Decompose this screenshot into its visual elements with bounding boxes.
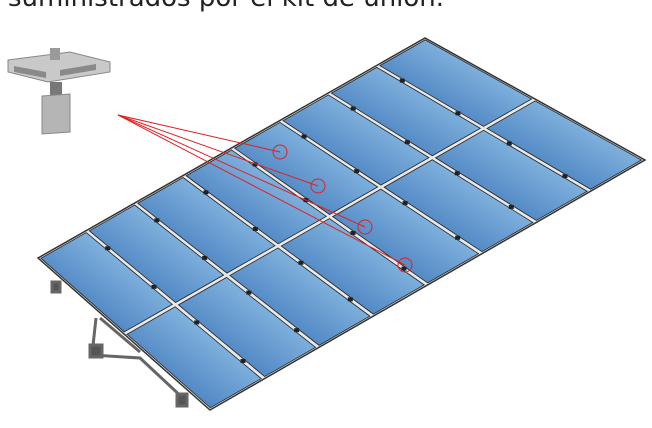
clamp: [350, 230, 356, 235]
solar-array: [36, 37, 647, 411]
clamp: [399, 78, 405, 83]
clamp: [203, 190, 209, 195]
solar-panel: [40, 232, 174, 333]
solar-panel: [88, 204, 225, 303]
callout-line: [117, 114, 406, 266]
solar-panel: [486, 100, 643, 190]
solar-panel: [137, 177, 276, 274]
callout-circle: [310, 178, 326, 194]
clamp: [347, 297, 353, 302]
clamp-slot: [14, 66, 46, 78]
clamp-base: [41, 93, 71, 135]
clamp: [202, 255, 208, 260]
callout-line: [117, 114, 281, 153]
clamp: [455, 111, 461, 116]
clamp: [246, 290, 252, 295]
foot: [88, 343, 104, 359]
clamp: [354, 169, 360, 174]
solar-panel: [282, 94, 430, 186]
clamp: [404, 140, 410, 145]
callout-circle: [397, 257, 413, 273]
clamp: [454, 171, 460, 176]
solar-panel: [126, 306, 262, 409]
clamp-stem: [50, 82, 62, 98]
callout-circle: [357, 219, 373, 235]
clamp: [508, 204, 514, 209]
clamp: [240, 358, 246, 363]
clamp: [298, 260, 304, 265]
leg-frame: [90, 317, 187, 402]
clamp-slot: [60, 64, 96, 76]
clamp-icon: [7, 48, 111, 135]
solar-panel: [434, 129, 588, 221]
solar-panel: [177, 276, 317, 378]
clamp: [401, 266, 407, 271]
clamp: [506, 141, 512, 146]
clamp: [294, 328, 300, 333]
solar-panel: [229, 247, 371, 346]
solar-panel: [233, 121, 379, 215]
solar-panel: [383, 159, 534, 253]
clamp: [194, 320, 200, 325]
solar-panel: [280, 218, 425, 315]
clamp: [455, 235, 461, 240]
clamp: [151, 284, 157, 289]
callouts: [117, 114, 413, 273]
solar-panel: [185, 149, 328, 245]
leg-brace: [99, 316, 141, 354]
clamp: [402, 201, 408, 206]
clamp: [252, 162, 258, 167]
support-legs: [50, 280, 189, 408]
foot: [175, 392, 189, 408]
clamp: [350, 106, 356, 111]
callout-line: [117, 114, 319, 187]
clamp: [252, 226, 258, 231]
caption: suministrados por el kit de unión.: [8, 0, 444, 13]
clamp: [562, 174, 568, 179]
foot: [50, 280, 62, 294]
callout-line: [117, 114, 366, 228]
solar-panel: [379, 39, 533, 127]
solar-panel: [330, 66, 482, 157]
clamp-bolt: [50, 48, 60, 60]
clamp: [105, 246, 111, 251]
callout-circle: [272, 144, 288, 160]
clamp: [301, 134, 307, 139]
clamp: [154, 218, 160, 223]
